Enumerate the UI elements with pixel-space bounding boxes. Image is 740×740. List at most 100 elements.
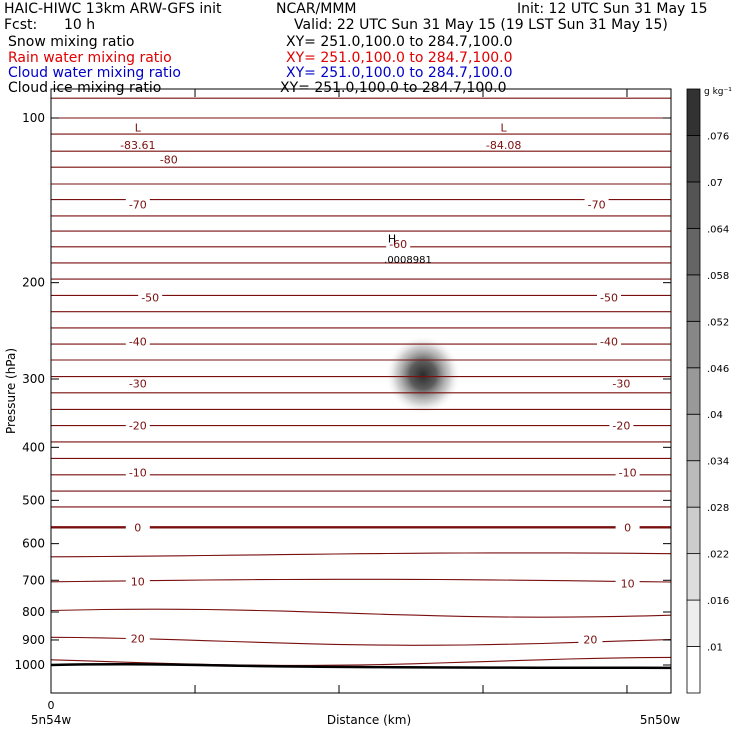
contour-label: -83.61 xyxy=(120,139,155,152)
y-tick-label: 1000 xyxy=(14,658,45,672)
temperature-contour xyxy=(50,608,672,618)
colorbar-band xyxy=(686,135,701,183)
contour-label-bg xyxy=(615,521,640,533)
contour-label-bg xyxy=(125,335,150,347)
colorbar-level-label: .076 xyxy=(707,131,729,142)
contour-label-bg xyxy=(125,419,150,431)
contour-label: -60 xyxy=(389,238,407,251)
contour-label: -10 xyxy=(619,467,637,480)
contour-label-bg xyxy=(125,575,150,587)
colorbar-level-label: .058 xyxy=(707,271,729,282)
contour-label-bg xyxy=(138,291,163,303)
contour-label: 20 xyxy=(583,633,597,646)
contour-label: 10 xyxy=(621,578,635,591)
contour-label-bg xyxy=(615,466,640,478)
colorbar-band xyxy=(686,227,701,276)
contour-label: -30 xyxy=(612,378,630,391)
contour-label-bg xyxy=(615,577,640,589)
terrain-line xyxy=(50,663,672,670)
colorbar-level-label: .064 xyxy=(707,224,729,235)
temperature-contours xyxy=(50,97,672,666)
temperature-contour xyxy=(50,636,672,646)
colorbar-band xyxy=(686,367,701,415)
plot-frame xyxy=(50,88,672,694)
colorbar-band xyxy=(686,506,701,555)
contour-label: 10 xyxy=(131,575,145,588)
contour-label-bg xyxy=(125,138,150,150)
y-tick-label: 700 xyxy=(22,573,45,587)
contour-label-bg xyxy=(125,198,150,210)
contour-label: -84.08 xyxy=(486,139,521,152)
colorbar-level-label: .028 xyxy=(707,503,729,514)
colorbar-band xyxy=(686,320,701,369)
colorbar-band xyxy=(686,88,701,136)
contour-label-bg xyxy=(386,238,411,250)
snow-mixing-ratio-shading xyxy=(385,334,461,415)
colorbar-band xyxy=(686,413,701,462)
contour-label: -30 xyxy=(129,378,147,391)
colorbar-level-label: .046 xyxy=(707,364,729,375)
contour-label-bg xyxy=(125,377,150,389)
field-snow-xy: XY= 251.0,100.0 to 284.7,100.0 xyxy=(286,34,513,50)
x-axis-label: Distance (km) xyxy=(327,713,411,727)
colorbar-level-label: .022 xyxy=(707,550,729,561)
contour-label-bg xyxy=(578,633,603,645)
contour-label-bg xyxy=(584,198,609,210)
snow-max-value-label: .0008981 xyxy=(384,255,432,266)
contour-label: -20 xyxy=(129,420,147,433)
contour-label-bg xyxy=(125,632,150,644)
contour-label-bg xyxy=(597,335,621,347)
colorbar: .01 .016 .022 .028 .034 .04 .046 .052 .058 .064 .0… xyxy=(686,87,732,694)
colorbar-band xyxy=(686,181,701,229)
contour-label: -50 xyxy=(141,292,159,305)
contour-label: -50 xyxy=(600,292,618,305)
y-tick-label: 800 xyxy=(22,605,45,619)
surface-terrain-line xyxy=(50,663,672,670)
low-marker: L xyxy=(501,121,508,134)
contour-label: -40 xyxy=(129,335,147,348)
temperature-contour xyxy=(50,578,672,583)
contour-label-bg xyxy=(609,419,634,431)
y-tick-label: 500 xyxy=(22,493,45,507)
contour-label: 20 xyxy=(131,632,145,645)
contour-label-bg xyxy=(609,377,634,389)
field-cloud-water-name: Cloud water mixing ratio xyxy=(8,65,181,81)
contour-labels: -83.61 -84.08 -80 -70 -70 -60 -50 -50 -40 -40 -30 -… xyxy=(120,121,640,646)
x-zero-label: 0 xyxy=(48,699,55,712)
contour-label: -20 xyxy=(612,420,630,433)
contour-label: -40 xyxy=(600,335,618,348)
high-marker: H xyxy=(388,232,396,245)
colorbar-level-label: .034 xyxy=(707,457,729,468)
snow-max-shading xyxy=(385,334,461,415)
y-axis-label: Pressure (hPa) xyxy=(4,348,18,434)
colorbar-level-label: .07 xyxy=(707,178,723,189)
y-tick-label: 600 xyxy=(22,537,45,551)
y-tick-label: 100 xyxy=(22,111,45,125)
colorbar-level-label: .016 xyxy=(707,596,729,607)
field-cloud-water-xy: XY= 251.0,100.0 to 284.7,100.0 xyxy=(286,65,513,81)
contour-label-bg xyxy=(491,138,516,150)
y-axis: 1002003004005006007008009001000Pressure … xyxy=(4,111,671,672)
field-cloud-ice-name: Cloud ice mixing ratio xyxy=(8,80,162,96)
y-tick-label: 400 xyxy=(22,440,45,454)
field-rain-xy: XY= 251.0,100.0 to 284.7,100.0 xyxy=(286,50,513,66)
low-marker: L xyxy=(135,121,142,134)
contour-label-bg xyxy=(125,466,150,478)
field-cloud-ice-xy: XY= 251.0,100.0 to 284.7,100.0 xyxy=(280,80,507,96)
contour-label: -10 xyxy=(129,467,147,480)
contour-label-bg xyxy=(125,521,150,533)
contour-label: -70 xyxy=(129,199,147,212)
x-start-label: 5n54w xyxy=(31,713,72,727)
contour-label-bg xyxy=(156,153,181,165)
y-tick-label: 200 xyxy=(22,276,45,290)
colorbar-band xyxy=(686,553,701,601)
y-tick-label: 900 xyxy=(22,633,45,647)
field-snow-name: Snow mixing ratio xyxy=(8,34,135,50)
valid-time: Valid: 22 UTC Sun 31 May 15 (19 LST Sun … xyxy=(294,17,668,33)
contour-label: -70 xyxy=(588,199,606,212)
contour-label: -80 xyxy=(160,153,178,166)
temperature-contour xyxy=(50,656,672,666)
temperature-contour xyxy=(50,552,672,558)
field-rain-name: Rain water mixing ratio xyxy=(8,50,172,66)
